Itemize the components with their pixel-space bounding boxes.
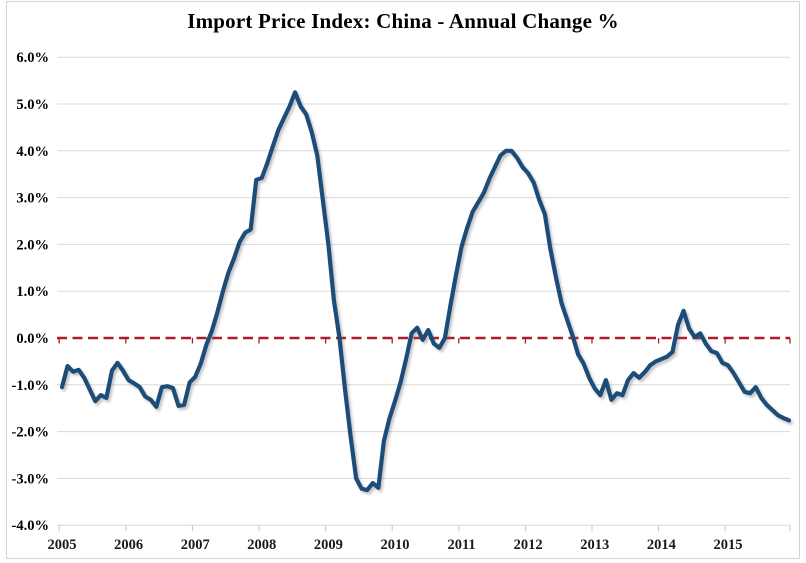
y-tick-label: 1.0% — [16, 284, 49, 300]
y-tick-label: 0.0% — [16, 331, 49, 347]
y-tick-label: -4.0% — [12, 518, 49, 534]
x-tick-label: 2008 — [247, 537, 276, 553]
data-series-line — [59, 90, 792, 493]
series-layer — [59, 90, 792, 493]
x-tick-label: 2012 — [514, 537, 543, 553]
x-tick-label: 2015 — [713, 537, 742, 553]
x-tick-label: 2009 — [314, 537, 343, 553]
y-tick-label: 5.0% — [16, 97, 49, 113]
x-tick-label: 2014 — [647, 537, 676, 553]
x-tick-label: 2013 — [580, 537, 609, 553]
axis-layer: 6.0% 5.0% 4.0% 3.0% 2.0% 1.0% 0.0% -1.0% -2.0% -3… — [12, 50, 791, 553]
y-tick-label: -2.0% — [12, 425, 49, 441]
x-tick-label: 2005 — [48, 537, 77, 553]
grid-layer — [57, 56, 790, 526]
y-tick-label: 2.0% — [16, 237, 49, 253]
x-tick-label: 2010 — [380, 537, 409, 553]
y-tick-label: -3.0% — [12, 471, 49, 487]
y-tick-label: -1.0% — [12, 378, 49, 394]
x-tick-label: 2007 — [181, 537, 210, 553]
x-tick-label: 2006 — [114, 537, 143, 553]
chart-title: Import Price Index: China - Annual Chang… — [187, 9, 619, 33]
y-tick-label: 3.0% — [16, 191, 49, 207]
chart-frame — [6, 1, 800, 559]
y-tick-label: 4.0% — [16, 144, 49, 160]
y-tick-label: 6.0% — [16, 50, 49, 66]
x-tick-label: 2011 — [447, 537, 475, 553]
